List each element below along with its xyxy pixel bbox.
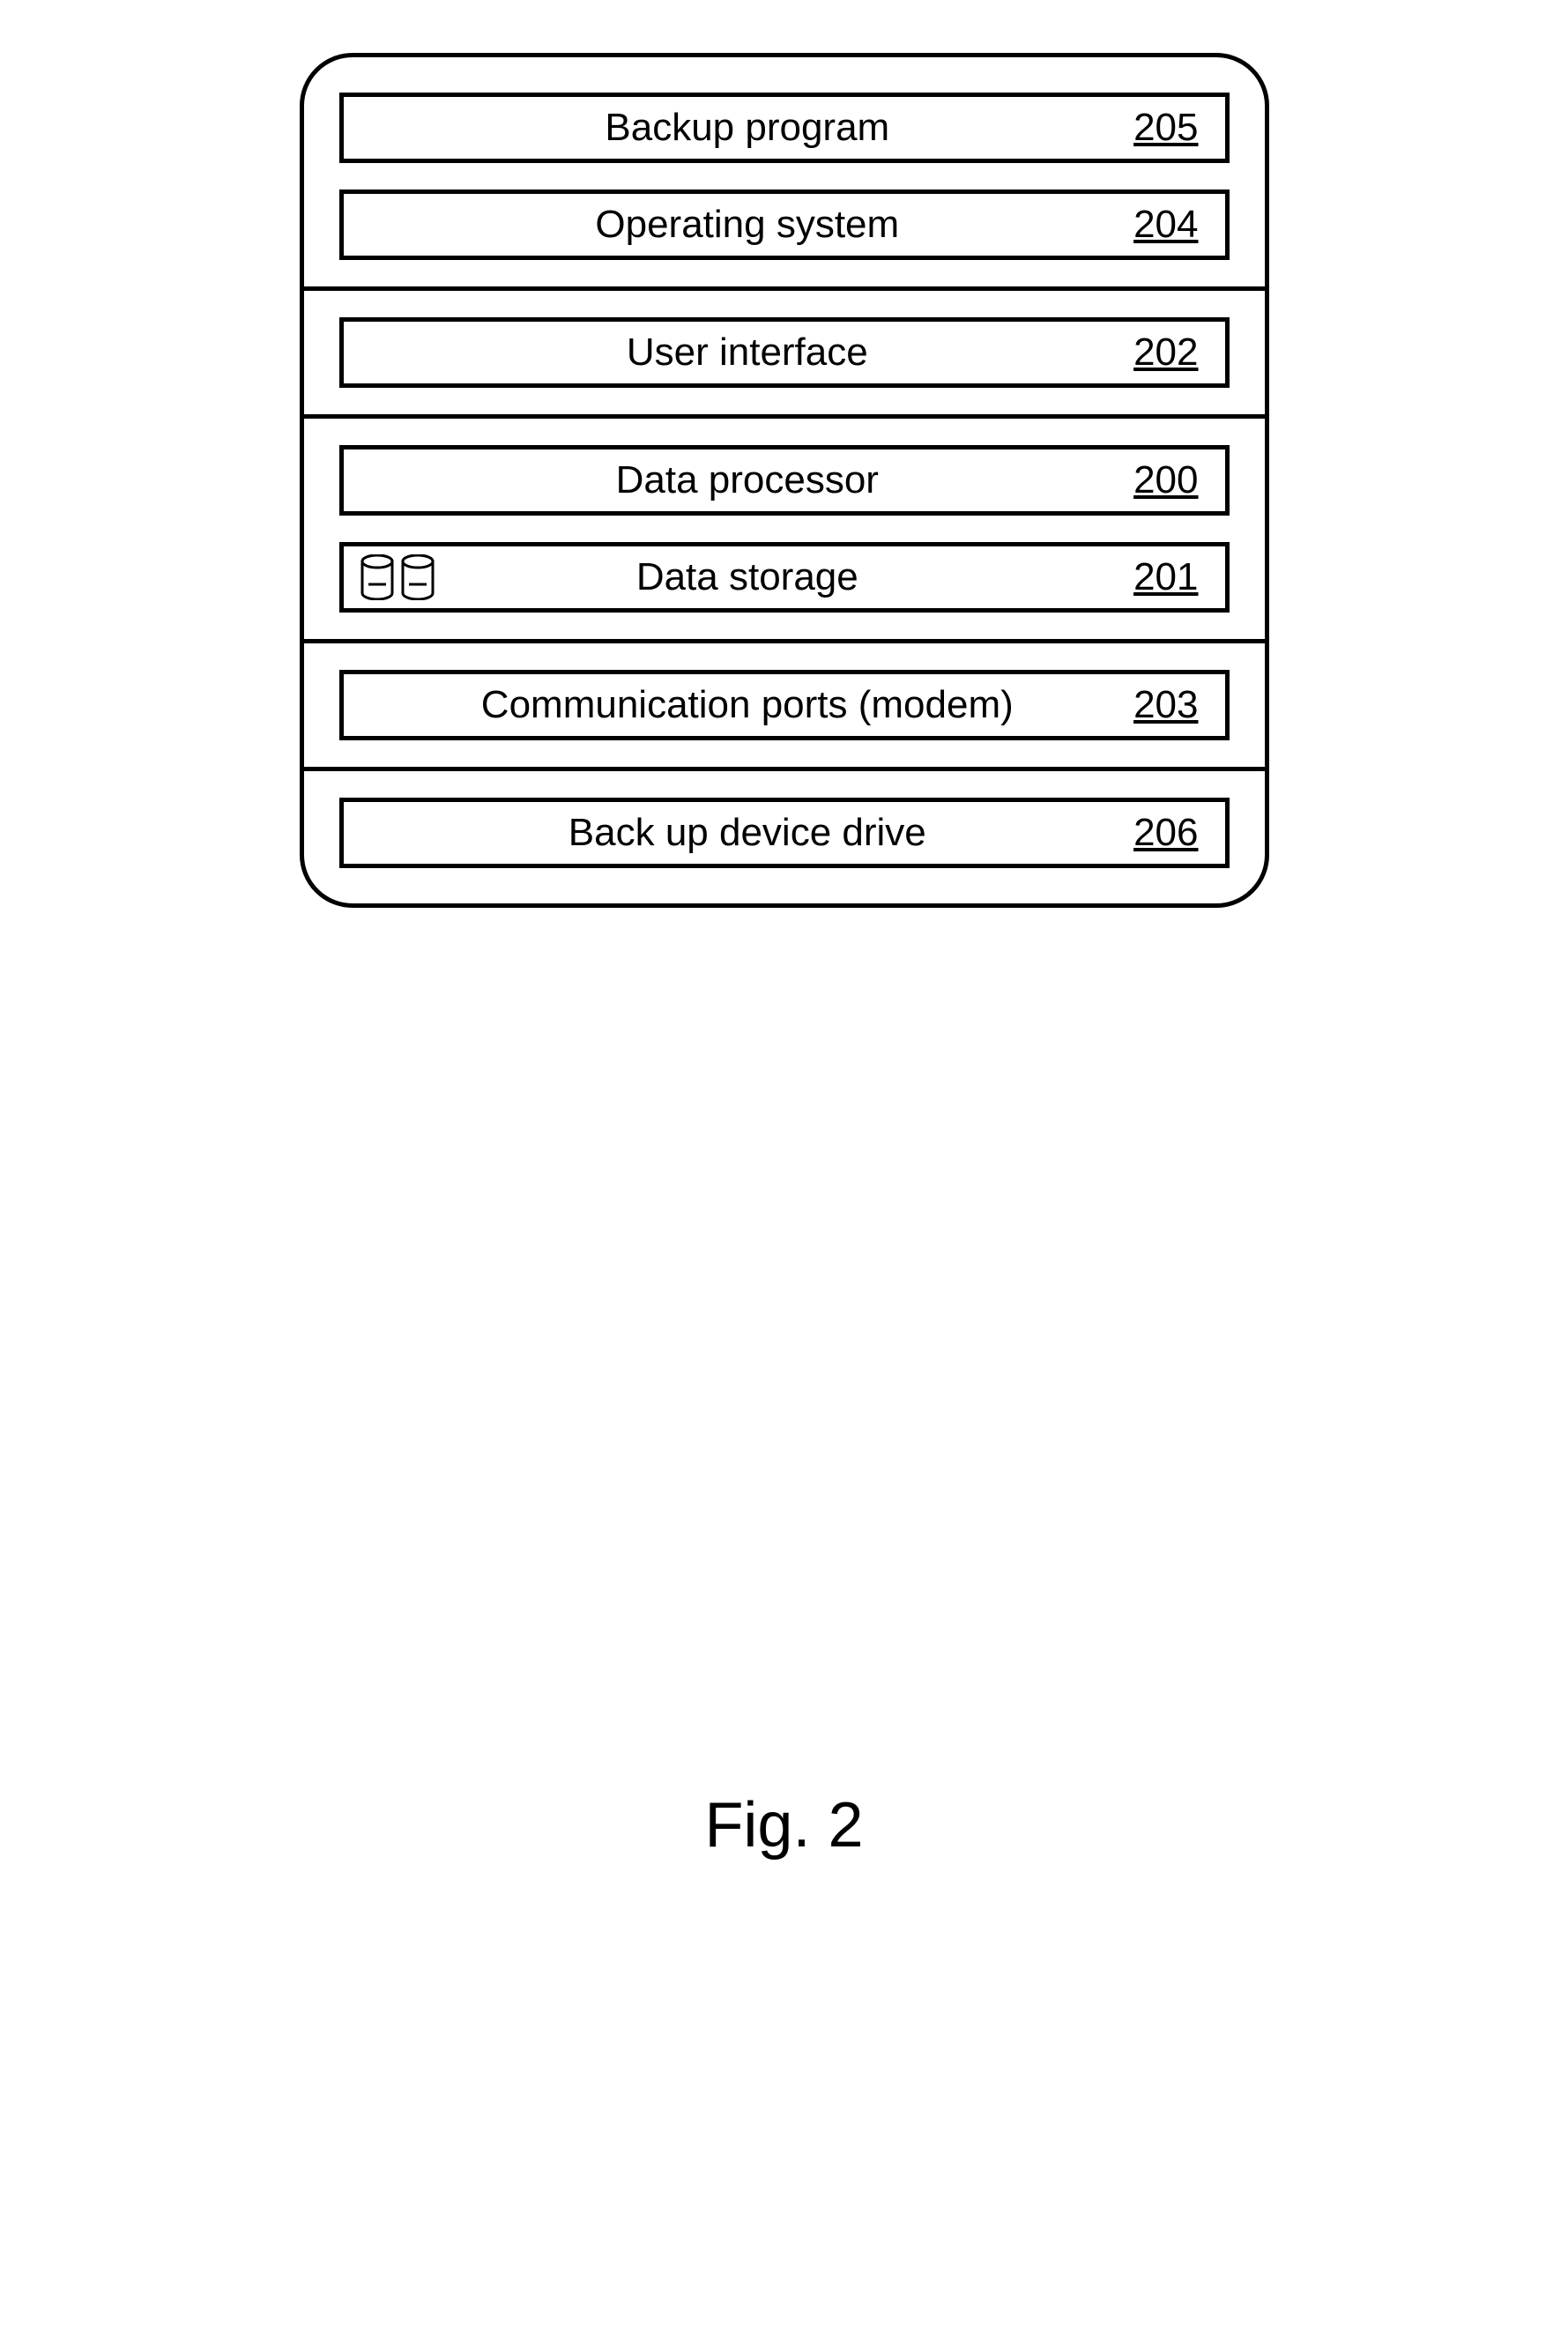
row-label: Backup program <box>361 106 1134 150</box>
row-operating-system: Operating system 204 <box>339 189 1230 260</box>
row-data-storage: Data storage 201 <box>339 542 1230 613</box>
row-backup-device-drive: Back up device drive 206 <box>339 798 1230 868</box>
row-label: Communication ports (modem) <box>361 683 1134 727</box>
section-communication: Communication ports (modem) 203 <box>304 643 1265 771</box>
row-ref: 203 <box>1133 683 1198 727</box>
section-ui: User interface 202 <box>304 291 1265 419</box>
row-ref: 206 <box>1133 811 1198 855</box>
section-software: Backup program 205 Operating system 204 <box>304 57 1265 291</box>
row-label: Back up device drive <box>361 811 1134 855</box>
row-label: Data processor <box>361 458 1134 502</box>
row-label: User interface <box>361 331 1134 375</box>
row-label: Data storage <box>361 555 1134 599</box>
section-processing: Data processor 200 Data storage 20 <box>304 419 1265 643</box>
row-user-interface: User interface 202 <box>339 317 1230 388</box>
section-backup-device: Back up device drive 206 <box>304 771 1265 903</box>
row-backup-program: Backup program 205 <box>339 93 1230 163</box>
row-ref: 202 <box>1133 331 1198 375</box>
row-ref: 205 <box>1133 106 1198 150</box>
database-icons <box>360 554 435 600</box>
row-label: Operating system <box>361 203 1134 247</box>
database-icon <box>360 554 395 600</box>
row-ref: 201 <box>1133 555 1198 599</box>
system-block-diagram: Backup program 205 Operating system 204 … <box>300 53 1269 908</box>
figure-caption: Fig. 2 <box>35 1789 1533 1861</box>
row-ref: 204 <box>1133 203 1198 247</box>
row-communication-ports: Communication ports (modem) 203 <box>339 670 1230 740</box>
row-ref: 200 <box>1133 458 1198 502</box>
database-icon <box>400 554 435 600</box>
row-data-processor: Data processor 200 <box>339 445 1230 516</box>
